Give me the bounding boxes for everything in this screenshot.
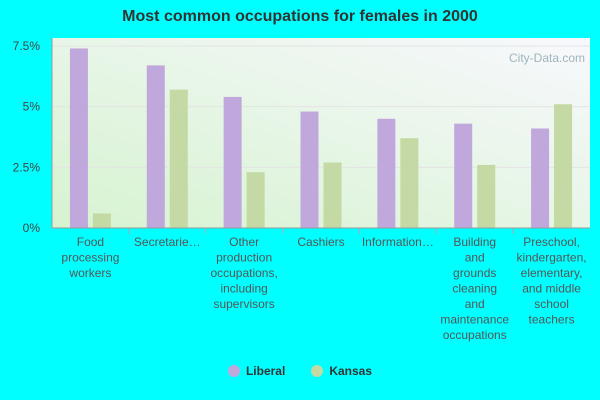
y-tick-label: 0% [23, 221, 41, 235]
bar-kansas [169, 89, 188, 229]
legend: Liberal Kansas [0, 364, 600, 378]
x-tick-label: Secretarie… [134, 235, 201, 249]
legend-label-kansas: Kansas [329, 364, 373, 378]
bar-kansas [477, 164, 496, 228]
legend-label-liberal: Liberal [245, 364, 286, 378]
bar-liberal [69, 48, 88, 228]
bar-liberal [531, 128, 550, 228]
x-tick-label: Cashiers [297, 235, 344, 249]
x-tick-label: Information… [362, 235, 434, 249]
x-tick-label: Building and grounds cleaning and maintenance… [440, 235, 509, 342]
bar-kansas [246, 172, 265, 228]
bar-kansas [400, 138, 419, 228]
legend-swatch-liberal [227, 365, 240, 377]
chart-title: Most common occupations for females in 2… [122, 8, 478, 25]
bar-liberal [223, 96, 242, 229]
watermark: City-Data.com [509, 51, 585, 65]
y-tick-label: 2.5% [13, 160, 41, 174]
legend-swatch-kansas [311, 365, 324, 377]
plot-background [52, 38, 590, 228]
bar-liberal [146, 65, 165, 228]
bar-kansas [323, 162, 342, 228]
bar-kansas [92, 213, 111, 228]
y-tick-label: 5% [23, 100, 41, 114]
x-tick-label: Preschool, kindergarten, elementary, and mi… [517, 235, 587, 327]
legend-item-kansas: Kansas [311, 364, 372, 378]
x-tick-label: Food processing workers [61, 235, 119, 280]
bar-liberal [377, 118, 396, 228]
legend-item-liberal: Liberal [227, 364, 286, 378]
x-tick-label: Other production occupations, including supe… [210, 235, 277, 311]
bar-liberal [300, 111, 319, 228]
y-tick-label: 7.5% [13, 39, 41, 53]
bar-kansas [554, 104, 573, 228]
bar-liberal [454, 123, 473, 228]
